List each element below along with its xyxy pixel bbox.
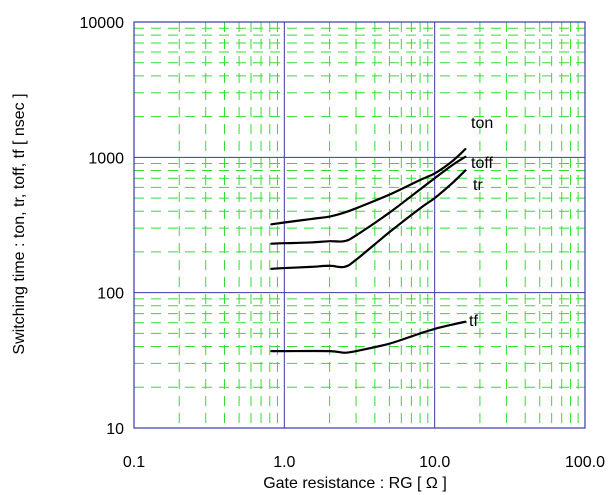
series-label-tf: tf [469, 313, 478, 330]
series-label-ton: ton [471, 115, 493, 132]
x-axis-title: Gate resistance : RG [ Ω ] [263, 475, 447, 492]
tick-labels: 0.1 1.0 10.0 100.0 10 100 1000 10000 [80, 15, 606, 471]
y-tick-label: 10 [106, 421, 124, 438]
plot-frame [133, 21, 586, 429]
series-labels: ton toff tr tf [469, 115, 494, 330]
y-tick-label: 10000 [80, 15, 125, 32]
x-tick-label: 100.0 [565, 454, 605, 471]
plot-border [133, 21, 586, 429]
y-tick-label: 1000 [88, 150, 124, 167]
series-line-ton [270, 148, 467, 226]
x-tick-label: 0.1 [123, 454, 145, 471]
x-tick-label: 10.0 [419, 454, 450, 471]
series-line-toff [270, 155, 467, 245]
y-axis-title: Switching time : ton, tr, toff, tf [ nse… [11, 93, 28, 354]
series-lines [270, 148, 467, 354]
series-label-tr: tr [473, 177, 483, 194]
x-tick-label: 1.0 [273, 454, 295, 471]
minor-grid [134, 22, 585, 428]
series-line-tr [270, 169, 467, 270]
series-label-toff: toff [471, 155, 494, 172]
major-grid [134, 22, 585, 428]
series-line-tf [270, 320, 467, 354]
y-tick-label: 100 [97, 286, 124, 303]
